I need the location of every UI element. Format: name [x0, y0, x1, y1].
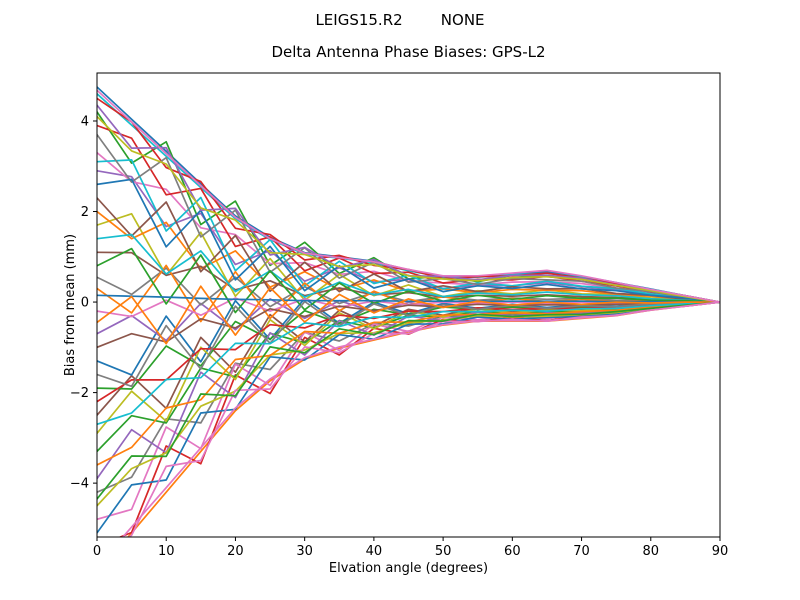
x-tick-label: 70	[573, 544, 590, 559]
x-tick-label: 90	[712, 544, 729, 559]
plot-line	[97, 301, 720, 534]
plot-line	[97, 115, 720, 303]
plot-line	[97, 301, 720, 507]
x-tick-label: 80	[643, 544, 660, 559]
plot-line	[97, 285, 720, 345]
figure-suptitle: LEIGS15.R2 NONE	[315, 11, 485, 29]
plot-line	[97, 247, 720, 314]
x-tick-label: 0	[93, 544, 101, 559]
y-tick-label: 0	[81, 296, 89, 311]
x-tick-label: 30	[296, 544, 313, 559]
plot-line	[127, 301, 720, 537]
x-tick-label: 50	[435, 544, 452, 559]
x-tick-label: 20	[227, 544, 244, 559]
axes-title: Delta Antenna Phase Biases: GPS-L2	[271, 43, 546, 61]
x-axis-label: Elvation angle (degrees)	[328, 561, 489, 576]
x-tick-label: 40	[366, 544, 383, 559]
plot-line	[121, 301, 720, 537]
plot-line	[97, 233, 720, 303]
plot-line	[97, 300, 720, 388]
plot-line	[97, 301, 720, 426]
plot-line	[97, 301, 720, 480]
plot-line	[118, 301, 720, 537]
plot-line	[97, 301, 720, 466]
plot-line	[127, 301, 720, 537]
y-tick-label: −4	[70, 477, 89, 492]
plot-line	[97, 89, 720, 303]
plot-line	[97, 298, 720, 342]
y-tick-label: 2	[81, 205, 89, 220]
axes-frame	[96, 72, 721, 538]
plot-lines-group	[97, 86, 720, 537]
plot-line	[97, 301, 720, 349]
plot-line	[97, 301, 720, 500]
plot-line	[97, 133, 720, 303]
x-tick-label: 60	[504, 544, 521, 559]
y-tick-label: −2	[70, 386, 89, 401]
y-tick-label: 4	[81, 114, 89, 129]
x-tick-label: 10	[158, 544, 175, 559]
